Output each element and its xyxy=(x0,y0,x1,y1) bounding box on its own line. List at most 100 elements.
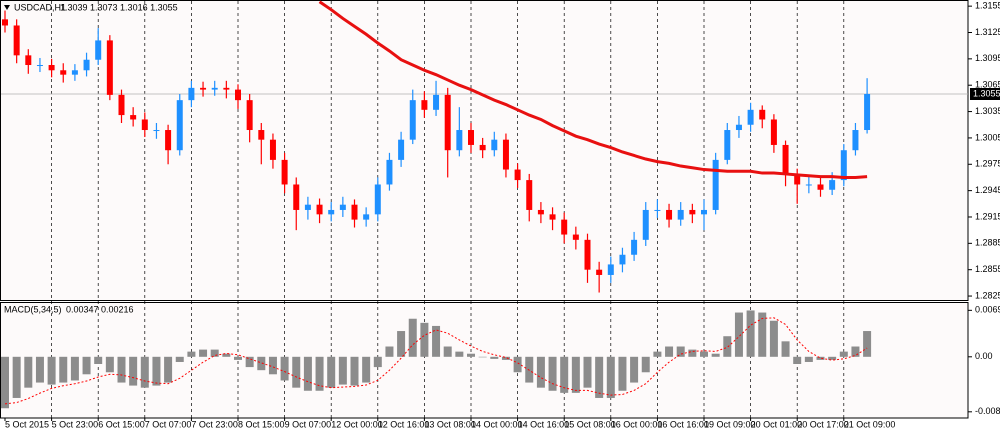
macd-bar xyxy=(70,356,79,381)
x-tick-label: 12 Oct 16:00 xyxy=(378,419,430,429)
candle-body xyxy=(118,94,125,116)
y-tick-label: -0.00818 xyxy=(975,406,1000,416)
macd-bar xyxy=(292,356,301,388)
candle-body xyxy=(829,180,836,190)
macd-bar xyxy=(665,346,674,357)
candle-body xyxy=(363,214,370,220)
macd-bar xyxy=(676,346,685,357)
y-tick-label: 1.2945 xyxy=(975,185,1000,195)
macd-bar xyxy=(257,356,266,371)
candle-body xyxy=(840,150,847,181)
x-tick-label: 13 Oct 08:00 xyxy=(424,419,476,429)
x-tick-label: 7 Oct 07:00 xyxy=(145,419,192,429)
candle-body xyxy=(328,209,335,215)
macd-bar xyxy=(105,356,114,373)
x-tick-label: 14 Oct 00:00 xyxy=(471,419,523,429)
macd-bar xyxy=(327,356,336,388)
macd-bar xyxy=(723,336,732,357)
macd-bar xyxy=(420,322,429,357)
macd-bar xyxy=(839,351,848,357)
macd-bar xyxy=(24,356,33,388)
candle-body xyxy=(269,139,276,160)
macd-bar xyxy=(467,353,475,357)
candle-body xyxy=(479,144,486,151)
macd-bar xyxy=(373,356,382,368)
macd-bar xyxy=(630,356,639,383)
macd-bar xyxy=(245,356,254,368)
y-tick-label: 1.2855 xyxy=(975,264,1000,274)
macd-bar xyxy=(828,356,837,360)
x-tick-label: 15 Oct 08:00 xyxy=(564,419,616,429)
candle-body xyxy=(712,159,719,210)
macd-bar xyxy=(746,310,755,357)
candle-body xyxy=(106,40,113,95)
macd-info: 0.00347 0.00216 xyxy=(66,304,134,314)
candle-body xyxy=(409,100,416,140)
macd-bar xyxy=(338,356,347,385)
candle-body xyxy=(211,87,218,90)
macd-bar xyxy=(443,346,452,357)
x-tick-label: 21 Oct 09:00 xyxy=(844,419,896,429)
candle-body xyxy=(60,70,67,75)
x-tick-label: 14 Oct 16:00 xyxy=(518,419,570,429)
candle-body xyxy=(794,174,801,185)
x-tick-label: 12 Oct 00:00 xyxy=(331,419,383,429)
candle-body xyxy=(165,130,172,151)
macd-bar xyxy=(490,356,499,359)
y-tick-label: 1.2975 xyxy=(975,159,1000,169)
candle-body xyxy=(584,239,591,270)
candle-body xyxy=(176,100,183,151)
y-tick-label: 0.00 xyxy=(975,351,993,361)
candle-body xyxy=(235,89,241,101)
macd-title: MACD(5,34,5) xyxy=(4,304,62,314)
x-tick-label: 8 Oct 15:00 xyxy=(238,419,285,429)
candle-body xyxy=(724,130,731,160)
menu-arrow[interactable] xyxy=(4,5,10,10)
x-tick-label: 9 Oct 07:00 xyxy=(285,419,332,429)
moving-average xyxy=(318,0,868,179)
x-tick-label: 20 Oct 17:00 xyxy=(797,419,849,429)
y-tick-label: 1.3095 xyxy=(975,53,1000,63)
macd-bar xyxy=(641,356,650,373)
macd-bar xyxy=(432,325,441,357)
ohlc-info: 1.3039 1.3073 1.3016 1.3055 xyxy=(60,2,178,12)
candle-body xyxy=(759,109,766,120)
macd-bar xyxy=(548,356,557,391)
macd-bar xyxy=(408,318,417,357)
macd-bar xyxy=(513,356,522,373)
candle-body xyxy=(223,87,230,90)
macd-bar xyxy=(210,349,219,357)
candle-body xyxy=(526,180,533,210)
macd-bar xyxy=(397,331,406,357)
candle-body xyxy=(374,184,381,215)
macd-bar xyxy=(816,356,825,360)
candle-body xyxy=(421,100,428,110)
macd-bar xyxy=(734,312,743,357)
macd-bar xyxy=(863,331,872,357)
candle-body xyxy=(619,254,626,265)
y-tick-label: 1.2885 xyxy=(975,238,1000,248)
candle-body xyxy=(701,209,707,215)
y-tick-label: 1.3125 xyxy=(975,27,1000,37)
macd-bar xyxy=(280,356,289,381)
macd-bar xyxy=(781,341,790,357)
chart-title: USDCAD,H1 xyxy=(14,2,66,12)
macd-bar xyxy=(199,349,208,357)
macd-bar xyxy=(129,356,138,386)
candle-body xyxy=(689,209,696,215)
x-tick-label: 16 Oct 00:00 xyxy=(611,419,663,429)
macd-bar xyxy=(35,356,44,383)
macd-bar xyxy=(234,356,242,360)
macd-bar xyxy=(769,320,778,357)
candle-body xyxy=(83,59,90,71)
macd-bar xyxy=(164,356,173,383)
candle-body xyxy=(735,124,742,131)
macd-bar xyxy=(117,356,126,383)
macd-bar xyxy=(385,346,394,357)
macd-bar xyxy=(350,356,359,386)
candle-body xyxy=(48,65,55,71)
candle-body xyxy=(13,25,20,56)
x-tick-label: 6 Oct 15:00 xyxy=(98,419,145,429)
macd-bar xyxy=(187,351,196,357)
macd-bar xyxy=(478,356,487,358)
